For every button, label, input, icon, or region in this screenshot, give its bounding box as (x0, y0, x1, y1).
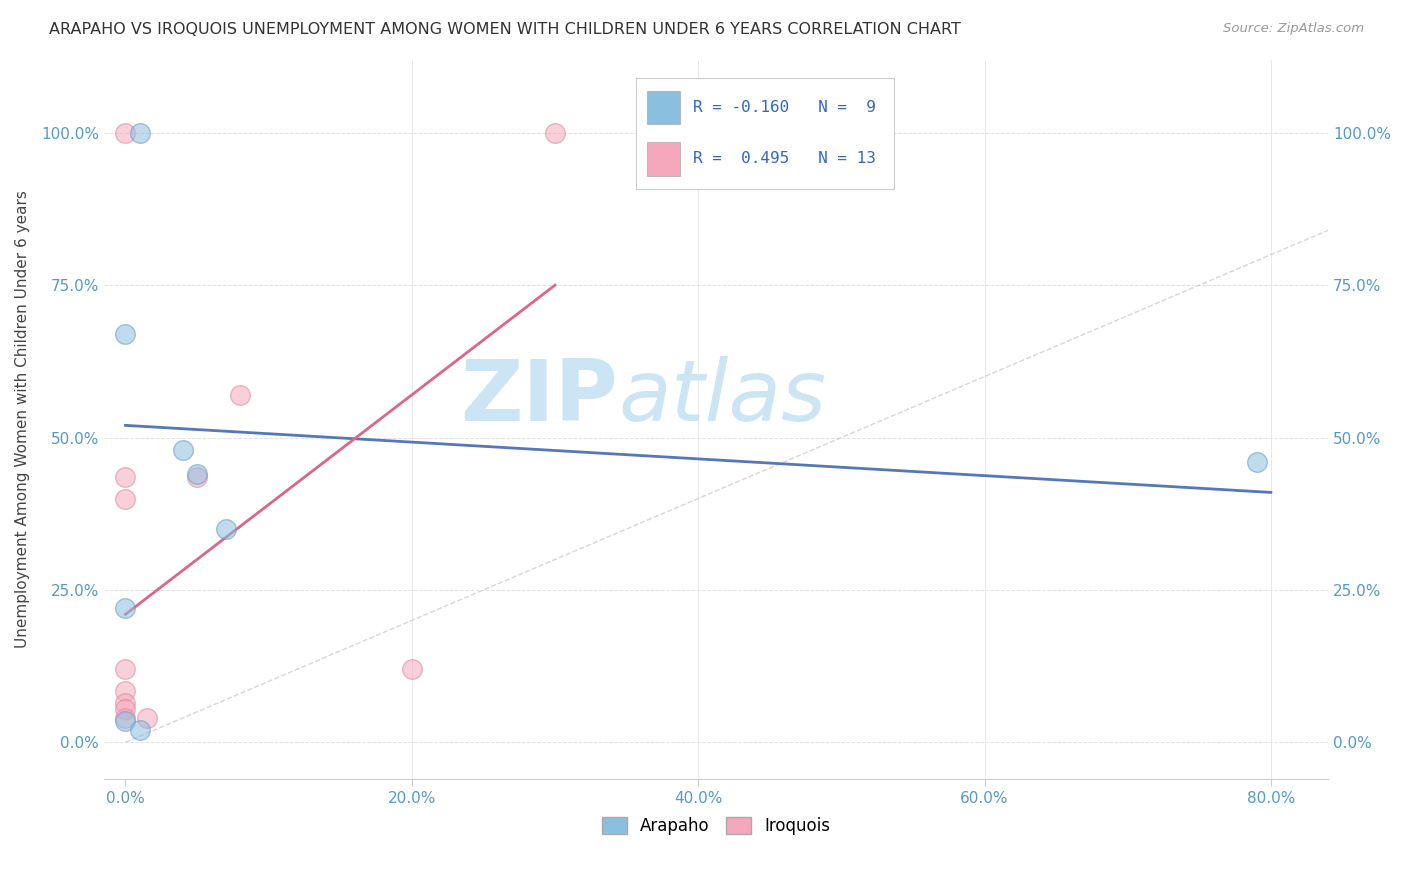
Point (114, 126, 136, 140)
Point (114, 601, 136, 615)
Text: ARAPAHO VS IROQUOIS UNEMPLOYMENT AMONG WOMEN WITH CHILDREN UNDER 6 YEARS CORRELA: ARAPAHO VS IROQUOIS UNEMPLOYMENT AMONG W… (49, 22, 962, 37)
Point (215, 522, 238, 536)
Point (135, 711, 157, 725)
Legend: Arapaho, Iroquois: Arapaho, Iroquois (602, 817, 831, 835)
Y-axis label: Unemployment Among Women with Children Under 6 years: Unemployment Among Women with Children U… (15, 190, 30, 648)
Point (401, 662, 423, 676)
Point (114, 711, 136, 725)
Point (114, 702, 136, 716)
Point (186, 467, 208, 482)
Point (114, 714, 136, 728)
Point (114, 326, 136, 341)
Text: ZIP: ZIP (460, 356, 619, 439)
Point (128, 126, 150, 140)
Point (114, 696, 136, 710)
Text: Source: ZipAtlas.com: Source: ZipAtlas.com (1223, 22, 1364, 36)
Point (186, 470, 208, 484)
Point (114, 470, 136, 484)
Point (1246, 455, 1268, 469)
Point (114, 683, 136, 698)
Point (114, 491, 136, 506)
Point (128, 723, 150, 738)
Point (544, 126, 567, 140)
Text: atlas: atlas (619, 356, 827, 439)
Point (229, 388, 252, 402)
Point (172, 442, 194, 457)
Point (114, 662, 136, 676)
